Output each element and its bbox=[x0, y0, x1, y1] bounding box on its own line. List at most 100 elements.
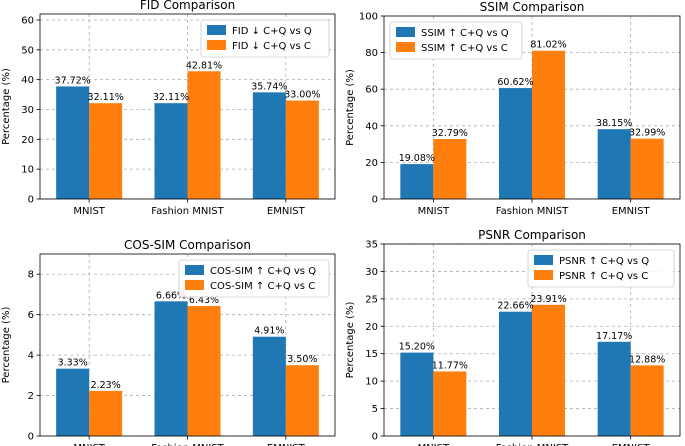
y-tick-label: 80 bbox=[365, 48, 378, 59]
bar-vs-c-fashion-mnist bbox=[532, 304, 565, 436]
data-label: 42.81% bbox=[186, 60, 222, 71]
bar-vs-c-emnist bbox=[285, 365, 319, 436]
data-label: 23.91% bbox=[530, 294, 566, 305]
bar-vs-c-mnist bbox=[89, 390, 123, 436]
y-tick-label: 10 bbox=[365, 377, 378, 388]
data-label: 6.43% bbox=[189, 295, 219, 306]
data-label: 32.11% bbox=[153, 92, 189, 103]
y-tick-label: 40 bbox=[365, 121, 378, 132]
x-tick-label: MNIST bbox=[73, 206, 105, 217]
legend-swatch bbox=[534, 270, 553, 280]
data-label: 35.74% bbox=[251, 81, 287, 92]
legend-label: PSNR ↑ C+Q vs Q bbox=[559, 256, 649, 267]
bar-vs-c-mnist bbox=[433, 371, 467, 436]
bar-vs-c-emnist bbox=[630, 138, 664, 199]
legend-swatch bbox=[185, 280, 204, 290]
legend-label: COS-SIM ↑ C+Q vs Q bbox=[210, 266, 316, 277]
bar-vs-c-fashion-mnist bbox=[532, 50, 565, 199]
data-label: 3.33% bbox=[58, 358, 88, 369]
y-tick-label: 5 bbox=[372, 404, 378, 415]
legend-box bbox=[200, 19, 330, 58]
legend-swatch bbox=[534, 255, 553, 265]
legend: PSNR ↑ C+Q vs Q PSNR ↑ C+Q vs C bbox=[527, 249, 675, 288]
y-tick-label: 2 bbox=[28, 391, 34, 402]
bar-vs-c-emnist bbox=[630, 365, 664, 436]
y-axis-label: Percentage (%) bbox=[1, 307, 12, 384]
chart-title: SSIM Comparison bbox=[480, 0, 585, 14]
y-tick-label: 6 bbox=[28, 310, 34, 321]
bar-vs-q-fashion-mnist bbox=[154, 301, 188, 436]
legend-label: PSNR ↑ C+Q vs C bbox=[559, 271, 648, 282]
chart-title: PSNR Comparison bbox=[478, 228, 586, 242]
data-label: 17.17% bbox=[596, 331, 632, 342]
legend-box bbox=[527, 249, 675, 288]
data-label: 2.23% bbox=[91, 380, 121, 391]
data-label: 11.77% bbox=[432, 360, 468, 371]
y-tick-label: 15 bbox=[365, 349, 378, 360]
data-label: 32.11% bbox=[88, 92, 124, 103]
chart-panel-2: 19.08% 60.62% 38.15% 32.79% 81.02% 32.99% 0 20 4… bbox=[345, 0, 681, 217]
data-label: 15.20% bbox=[399, 342, 435, 353]
data-label: 22.66% bbox=[497, 301, 533, 312]
x-tick-label: MNIST bbox=[73, 443, 105, 446]
bar-vs-q-emnist bbox=[252, 92, 286, 199]
y-tick-label: 25 bbox=[365, 294, 378, 305]
y-tick-label: 60 bbox=[365, 85, 378, 96]
y-tick-label: 20 bbox=[365, 322, 378, 333]
y-tick-label: 4 bbox=[28, 351, 34, 362]
y-tick-label: 20 bbox=[365, 158, 378, 169]
y-tick-label: 40 bbox=[21, 75, 34, 86]
y-tick-label: 0 bbox=[28, 432, 34, 443]
bar-vs-q-mnist bbox=[56, 368, 90, 436]
data-label: 6.66% bbox=[156, 290, 186, 301]
data-label: 12.88% bbox=[629, 354, 665, 365]
legend-box bbox=[178, 259, 330, 298]
y-tick-label: 0 bbox=[372, 195, 378, 206]
bar-vs-c-mnist bbox=[433, 138, 467, 199]
x-tick-label: Fashion MNIST bbox=[496, 443, 569, 446]
y-tick-label: 20 bbox=[21, 135, 34, 146]
x-tick-label: EMNIST bbox=[612, 443, 651, 446]
x-tick-label: EMNIST bbox=[267, 443, 306, 446]
chart-panel-4: 15.20% 22.66% 17.17% 11.77% 23.91% 12.88% 0 5 10… bbox=[345, 228, 681, 446]
y-tick-label: 100 bbox=[359, 12, 378, 23]
legend-swatch bbox=[396, 42, 415, 52]
y-tick-label: 8 bbox=[28, 270, 34, 281]
y-tick-label: 10 bbox=[21, 165, 34, 176]
x-tick-label: MNIST bbox=[418, 206, 450, 217]
data-label: 60.62% bbox=[497, 77, 533, 88]
bar-vs-q-fashion-mnist bbox=[154, 103, 188, 199]
bar-vs-c-fashion-mnist bbox=[187, 71, 221, 199]
bar-vs-c-emnist bbox=[285, 100, 319, 199]
bar-vs-c-fashion-mnist bbox=[187, 305, 221, 436]
bar-vs-q-mnist bbox=[400, 352, 434, 436]
data-label: 32.79% bbox=[432, 128, 468, 139]
x-tick-label: EMNIST bbox=[267, 206, 306, 217]
chart-panel-1: 37.72% 32.11% 35.74% 32.11% 42.81% 33.00% 0 10 2… bbox=[1, 0, 336, 217]
chart-title: FID Comparison bbox=[140, 0, 235, 12]
data-label: 37.72% bbox=[55, 75, 91, 86]
bar-vs-q-mnist bbox=[56, 86, 90, 199]
y-axis-label: Percentage (%) bbox=[1, 68, 12, 145]
legend-box bbox=[389, 21, 523, 60]
legend: SSIM ↑ C+Q vs Q SSIM ↑ C+Q vs C bbox=[389, 21, 523, 60]
bar-vs-q-fashion-mnist bbox=[499, 311, 532, 436]
legend-swatch bbox=[207, 40, 226, 50]
y-tick-label: 60 bbox=[21, 15, 34, 26]
legend-label: SSIM ↑ C+Q vs Q bbox=[421, 28, 509, 39]
data-label: 38.15% bbox=[596, 118, 632, 129]
legend-label: FID ↓ C+Q vs C bbox=[232, 41, 311, 52]
legend-label: FID ↓ C+Q vs Q bbox=[232, 26, 312, 37]
x-tick-label: Fashion MNIST bbox=[151, 443, 224, 446]
data-label: 33.00% bbox=[284, 90, 320, 101]
legend-label: SSIM ↑ C+Q vs C bbox=[421, 43, 508, 54]
bar-vs-c-mnist bbox=[89, 103, 123, 199]
legend: COS-SIM ↑ C+Q vs Q COS-SIM ↑ C+Q vs C bbox=[178, 259, 330, 298]
y-tick-label: 30 bbox=[365, 267, 378, 278]
bar-vs-q-emnist bbox=[252, 336, 286, 436]
data-label: 32.99% bbox=[629, 128, 665, 139]
legend-swatch bbox=[396, 27, 415, 37]
bar-vs-q-fashion-mnist bbox=[499, 88, 532, 199]
legend-swatch bbox=[185, 265, 204, 275]
